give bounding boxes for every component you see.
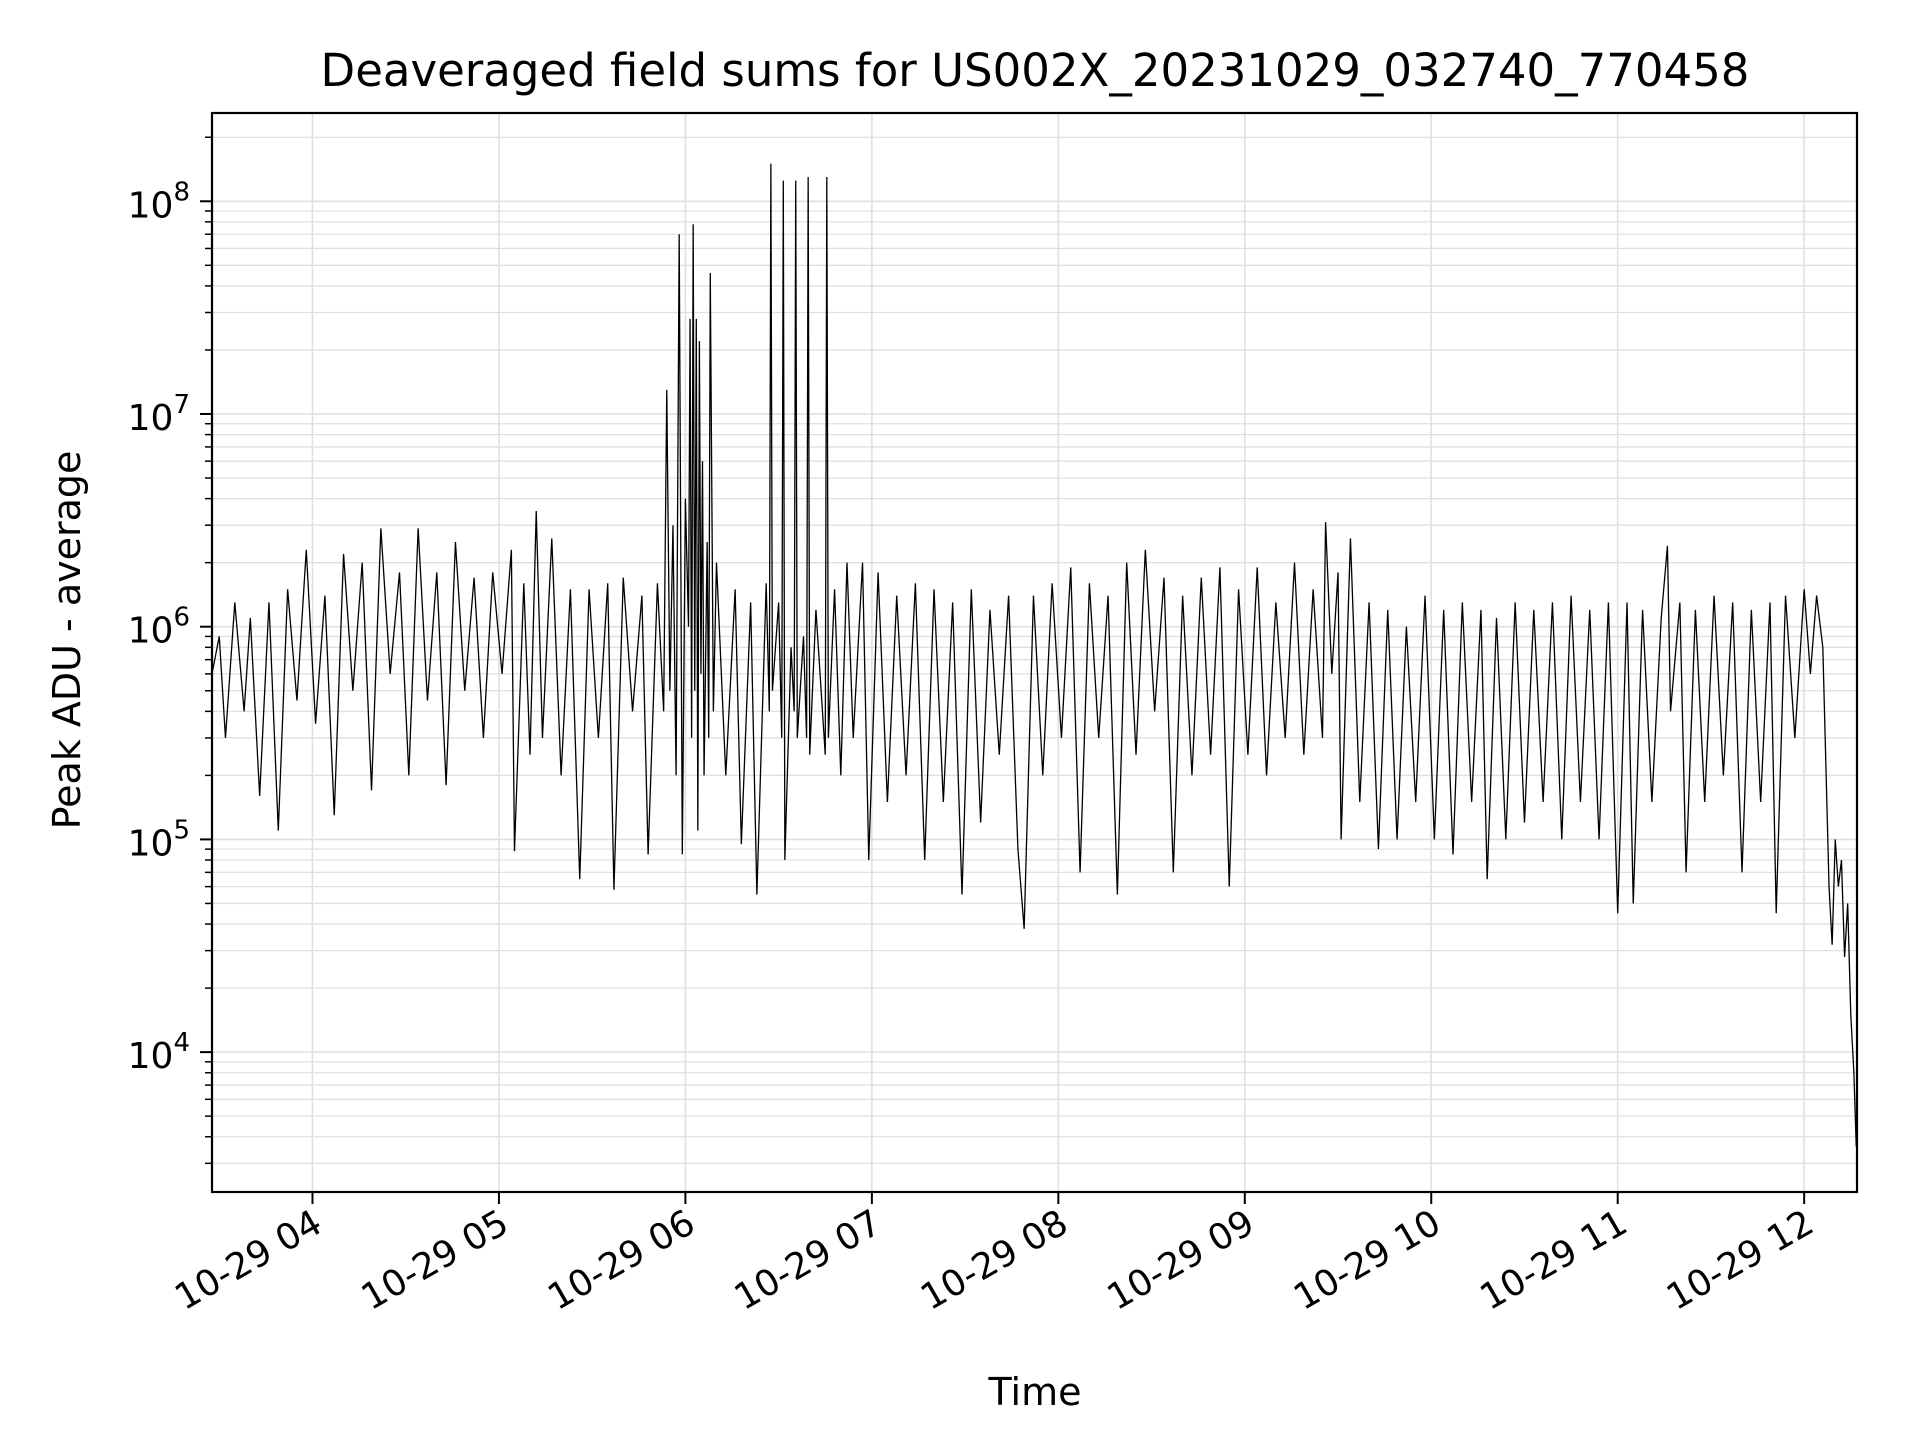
y-tick-label: 106 <box>128 603 190 652</box>
y-tick-label: 108 <box>128 177 190 226</box>
y-tick-label: 107 <box>128 390 190 439</box>
chart-title: Deaveraged field sums for US002X_2023102… <box>321 44 1750 97</box>
series-line <box>211 163 1857 1147</box>
grid <box>212 113 1857 1192</box>
x-axis-label: Time <box>988 1370 1082 1414</box>
y-axis-label: Peak ADU - average <box>45 451 89 830</box>
y-tick-label: 104 <box>128 1028 190 1077</box>
plot-frame <box>210 111 1859 1194</box>
y-tick-label: 105 <box>128 815 190 864</box>
